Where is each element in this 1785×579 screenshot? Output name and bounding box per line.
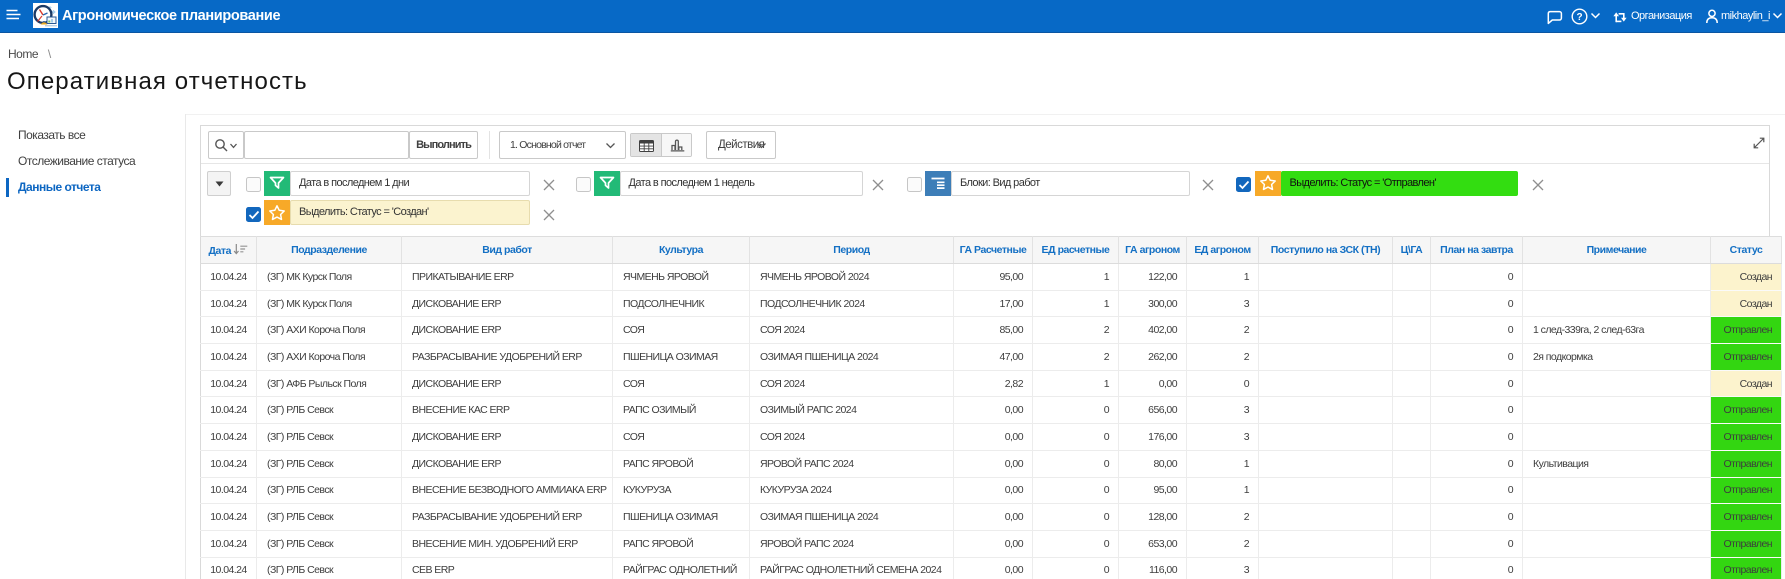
svg-text:?: ?: [1576, 12, 1582, 23]
